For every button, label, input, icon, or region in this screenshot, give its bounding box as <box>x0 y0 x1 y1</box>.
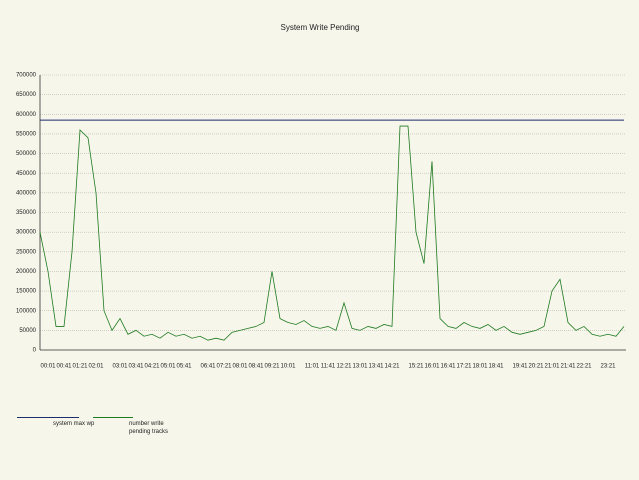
x-tick-label: 08:41 <box>248 364 264 370</box>
x-tick-label: 11:41 <box>321 364 336 370</box>
x-tick-label: 05:41 <box>176 364 192 370</box>
x-tick-label: 08:01 <box>232 364 248 370</box>
y-tick-label: 700000 <box>16 73 37 79</box>
x-tick-label: 18:41 <box>488 364 504 370</box>
y-tick-label: 200000 <box>16 269 37 275</box>
legend-item: number write pending tracks <box>93 414 193 435</box>
x-tick-label: 16:01 <box>424 364 440 370</box>
chart-title: System Write Pending <box>281 23 360 32</box>
legend-swatch <box>17 417 79 418</box>
legend-item: system max wp <box>17 414 117 434</box>
x-tick-label: 22:21 <box>576 364 592 370</box>
x-tick-label: 21:01 <box>544 364 560 370</box>
y-tick-label: 650000 <box>16 92 37 98</box>
y-tick-label: 150000 <box>16 289 37 295</box>
x-tick-label: 14:21 <box>384 364 400 370</box>
x-tick-label: 16:41 <box>440 364 456 370</box>
x-tick-label: 09:21 <box>264 364 280 370</box>
x-tick-label: 20:21 <box>528 364 544 370</box>
x-tick-label: 06:41 <box>200 364 216 370</box>
y-tick-label: 100000 <box>16 308 37 314</box>
legend-swatch <box>93 417 133 418</box>
series-line <box>39 125 625 341</box>
x-tick-label: 00:01 <box>40 364 56 370</box>
x-tick-label: 05:01 <box>160 364 176 370</box>
y-tick-label: 600000 <box>16 112 37 118</box>
y-tick-label: 350000 <box>16 210 37 216</box>
y-tick-label: 400000 <box>16 190 37 196</box>
legend-label: system max wp <box>53 421 95 427</box>
x-tick-label: 21:41 <box>560 364 576 370</box>
x-tick-label: 03:41 <box>128 364 144 370</box>
x-tick-label: 18:01 <box>472 364 488 370</box>
x-tick-label: 11:01 <box>305 364 320 370</box>
chart: System Write Pending 0 50000 100000 150000 2… <box>16 23 626 370</box>
x-tick-label: 04:21 <box>144 364 160 370</box>
x-tick-label: 19:41 <box>512 364 528 370</box>
x-tick-label: 15:21 <box>408 364 424 370</box>
x-tick-label: 13:41 <box>368 364 384 370</box>
y-tick-label: 500000 <box>16 151 37 157</box>
x-tick-label: 17:21 <box>456 364 472 370</box>
x-tick-label: 12:21 <box>336 364 352 370</box>
x-tick-label: 13:01 <box>352 364 368 370</box>
x-tick-label: 10:01 <box>280 364 296 370</box>
y-tick-label: 550000 <box>16 132 37 138</box>
y-tick-label: 50000 <box>19 328 36 334</box>
y-tick-label: 0 <box>33 348 37 354</box>
x-tick-label: 07:21 <box>216 364 232 370</box>
x-tick-label: 00:41 <box>56 364 72 370</box>
y-tick-label: 450000 <box>16 171 37 177</box>
y-tick-label: 250000 <box>16 249 37 255</box>
x-tick-label: 03:01 <box>112 364 128 370</box>
x-tick-label: 23:21 <box>600 364 616 370</box>
y-tick-label: 300000 <box>16 230 37 236</box>
x-tick-label: 01:21 <box>72 364 88 370</box>
x-tick-label: 02:01 <box>88 364 104 370</box>
legend-label: number write pending tracks <box>129 421 169 435</box>
